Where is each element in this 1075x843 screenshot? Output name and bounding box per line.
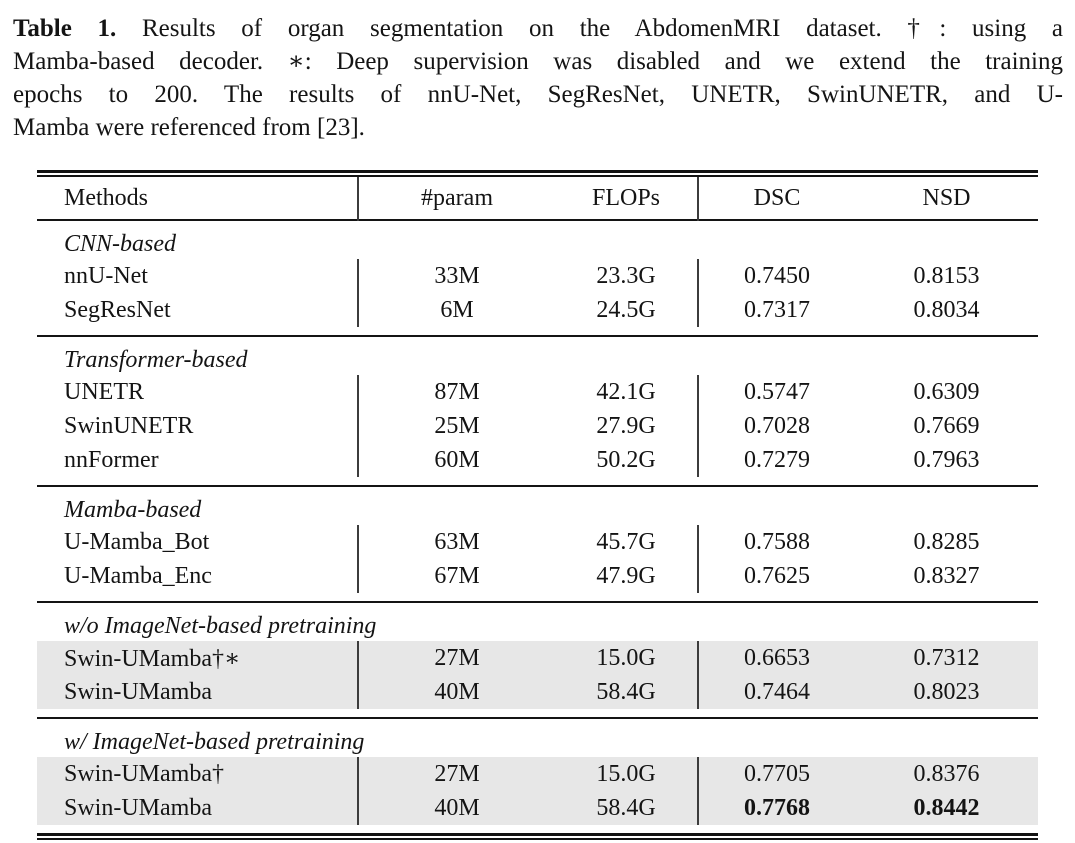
section-spacer bbox=[37, 477, 1038, 486]
table-row: U-Mamba_Bot 63M 45.7G 0.7588 0.8285 bbox=[37, 525, 1038, 559]
param-cell: 40M bbox=[357, 675, 555, 709]
caption-text-1: Results of organ segmentation on the Abd… bbox=[141, 15, 1063, 42]
nsd-cell: 0.7669 bbox=[913, 412, 980, 439]
col-header-flops: FLOPs bbox=[591, 184, 661, 211]
table-row: SwinUNETR 25M 27.9G 0.7028 0.7669 bbox=[37, 409, 1038, 443]
flops-cell: 45.7G bbox=[596, 528, 656, 555]
dsc-cell: 0.7588 bbox=[697, 525, 855, 559]
method-cell: SwinUNETR bbox=[64, 412, 194, 439]
method-cell: nnFormer bbox=[64, 446, 159, 473]
method-cell: Swin-UMamba bbox=[37, 675, 358, 709]
section-title-row: Mamba-based bbox=[37, 487, 1038, 525]
nsd-cell: 0.7963 bbox=[913, 446, 980, 473]
nsd-cell: 0.8376 bbox=[855, 757, 1038, 791]
results-table: Methods #param FLOPs DSC NSD CNN-based n… bbox=[37, 177, 1038, 833]
caption-line-4: Mamba were referenced from [23]. bbox=[13, 114, 365, 141]
param-cell: 63M bbox=[357, 525, 555, 559]
method-cell: Swin-UMamba†∗ bbox=[37, 641, 358, 675]
flops-cell: 42.1G bbox=[596, 378, 656, 405]
nsd-cell: 0.8153 bbox=[913, 262, 980, 289]
section-spacer bbox=[37, 327, 1038, 336]
flops-cell: 24.5G bbox=[596, 296, 656, 323]
flops-cell: 23.3G bbox=[596, 262, 656, 289]
table-row-highlighted: Swin-UMamba†∗ 27M 15.0G 0.6653 0.7312 bbox=[37, 641, 1038, 675]
nsd-cell: 0.7312 bbox=[855, 641, 1038, 675]
caption-line-1: Table 1. Results of organ segmentation o… bbox=[13, 12, 1063, 45]
section-title-row: CNN-based bbox=[37, 221, 1038, 259]
dsc-cell: 0.7705 bbox=[697, 757, 855, 791]
param-cell: 67M bbox=[357, 559, 555, 593]
nsd-cell: 0.8023 bbox=[855, 675, 1038, 709]
nsd-cell: 0.8285 bbox=[913, 528, 980, 555]
section-title: w/ ImageNet-based pretraining bbox=[64, 729, 365, 755]
dsc-cell-best: 0.7768 bbox=[697, 791, 855, 825]
col-header-methods: Methods bbox=[64, 184, 148, 211]
nsd-cell: 0.8034 bbox=[913, 296, 980, 323]
dsc-cell: 0.7464 bbox=[697, 675, 855, 709]
dsc-cell: 0.6653 bbox=[697, 641, 855, 675]
param-cell: 33M bbox=[357, 259, 555, 293]
col-header-nsd: NSD bbox=[922, 184, 971, 211]
method-cell: Swin-UMamba bbox=[37, 791, 358, 825]
nsd-cell: 0.6309 bbox=[913, 378, 980, 405]
table-header-row: Methods #param FLOPs DSC NSD bbox=[37, 177, 1038, 220]
param-cell: 60M bbox=[357, 443, 555, 477]
param-cell: 27M bbox=[357, 641, 555, 675]
flops-cell: 15.0G bbox=[555, 757, 698, 791]
caption-label: Table 1. bbox=[13, 15, 117, 42]
table-row: SegResNet 6M 24.5G 0.7317 0.8034 bbox=[37, 293, 1038, 327]
section-title: Transformer-based bbox=[64, 347, 248, 373]
nsd-cell-best: 0.8442 bbox=[855, 791, 1038, 825]
flops-cell: 58.4G bbox=[555, 675, 698, 709]
section-spacer bbox=[37, 709, 1038, 718]
table-row: nnU-Net 33M 23.3G 0.7450 0.8153 bbox=[37, 259, 1038, 293]
dsc-cell: 0.7028 bbox=[697, 409, 855, 443]
dsc-cell: 0.7279 bbox=[697, 443, 855, 477]
col-header-dsc: DSC bbox=[697, 177, 855, 220]
dsc-cell: 0.7450 bbox=[697, 259, 855, 293]
method-cell: Swin-UMamba† bbox=[37, 757, 358, 791]
caption-line-2: Mamba-based decoder. ∗: Deep supervision… bbox=[13, 48, 1063, 75]
table-row: U-Mamba_Enc 67M 47.9G 0.7625 0.8327 bbox=[37, 559, 1038, 593]
section-title-row: w/ ImageNet-based pretraining bbox=[37, 719, 1038, 757]
param-cell: 27M bbox=[357, 757, 555, 791]
table-row: nnFormer 60M 50.2G 0.7279 0.7963 bbox=[37, 443, 1038, 477]
method-cell: UNETR bbox=[64, 378, 144, 405]
flops-cell: 47.9G bbox=[596, 562, 656, 589]
section-title-row: Transformer-based bbox=[37, 337, 1038, 375]
section-title: Mamba-based bbox=[64, 497, 202, 523]
caption-line-3: epochs to 200. The results of nnU-Net, S… bbox=[13, 81, 1063, 108]
method-cell: U-Mamba_Bot bbox=[64, 528, 210, 555]
dsc-cell: 0.7317 bbox=[697, 293, 855, 327]
section-title: CNN-based bbox=[64, 231, 177, 257]
method-cell: nnU-Net bbox=[64, 262, 148, 289]
param-cell: 25M bbox=[357, 409, 555, 443]
method-cell: U-Mamba_Enc bbox=[64, 562, 212, 589]
param-cell: 40M bbox=[357, 791, 555, 825]
method-cell: SegResNet bbox=[64, 296, 171, 323]
table-row-highlighted: Swin-UMamba 40M 58.4G 0.7464 0.8023 bbox=[37, 675, 1038, 709]
table-top-rule bbox=[37, 170, 1038, 177]
table-caption: Table 1. Results of organ segmentation o… bbox=[13, 12, 1063, 144]
results-table-wrap: Methods #param FLOPs DSC NSD CNN-based n… bbox=[37, 170, 1038, 840]
section-spacer bbox=[37, 593, 1038, 602]
flops-cell: 50.2G bbox=[596, 446, 656, 473]
section-spacer bbox=[37, 825, 1038, 833]
table-bottom-rule bbox=[37, 833, 1038, 840]
flops-cell: 58.4G bbox=[555, 791, 698, 825]
section-title-row: w/o ImageNet-based pretraining bbox=[37, 603, 1038, 641]
table-row-highlighted: Swin-UMamba 40M 58.4G 0.7768 0.8442 bbox=[37, 791, 1038, 825]
param-cell: 87M bbox=[357, 375, 555, 409]
col-header-param: #param bbox=[357, 177, 555, 220]
section-title: w/o ImageNet-based pretraining bbox=[64, 613, 377, 639]
dsc-cell: 0.7625 bbox=[697, 559, 855, 593]
table-row-highlighted: Swin-UMamba† 27M 15.0G 0.7705 0.8376 bbox=[37, 757, 1038, 791]
dsc-cell: 0.5747 bbox=[697, 375, 855, 409]
flops-cell: 15.0G bbox=[555, 641, 698, 675]
nsd-cell: 0.8327 bbox=[913, 562, 980, 589]
flops-cell: 27.9G bbox=[596, 412, 656, 439]
param-cell: 6M bbox=[357, 293, 555, 327]
table-row: UNETR 87M 42.1G 0.5747 0.6309 bbox=[37, 375, 1038, 409]
